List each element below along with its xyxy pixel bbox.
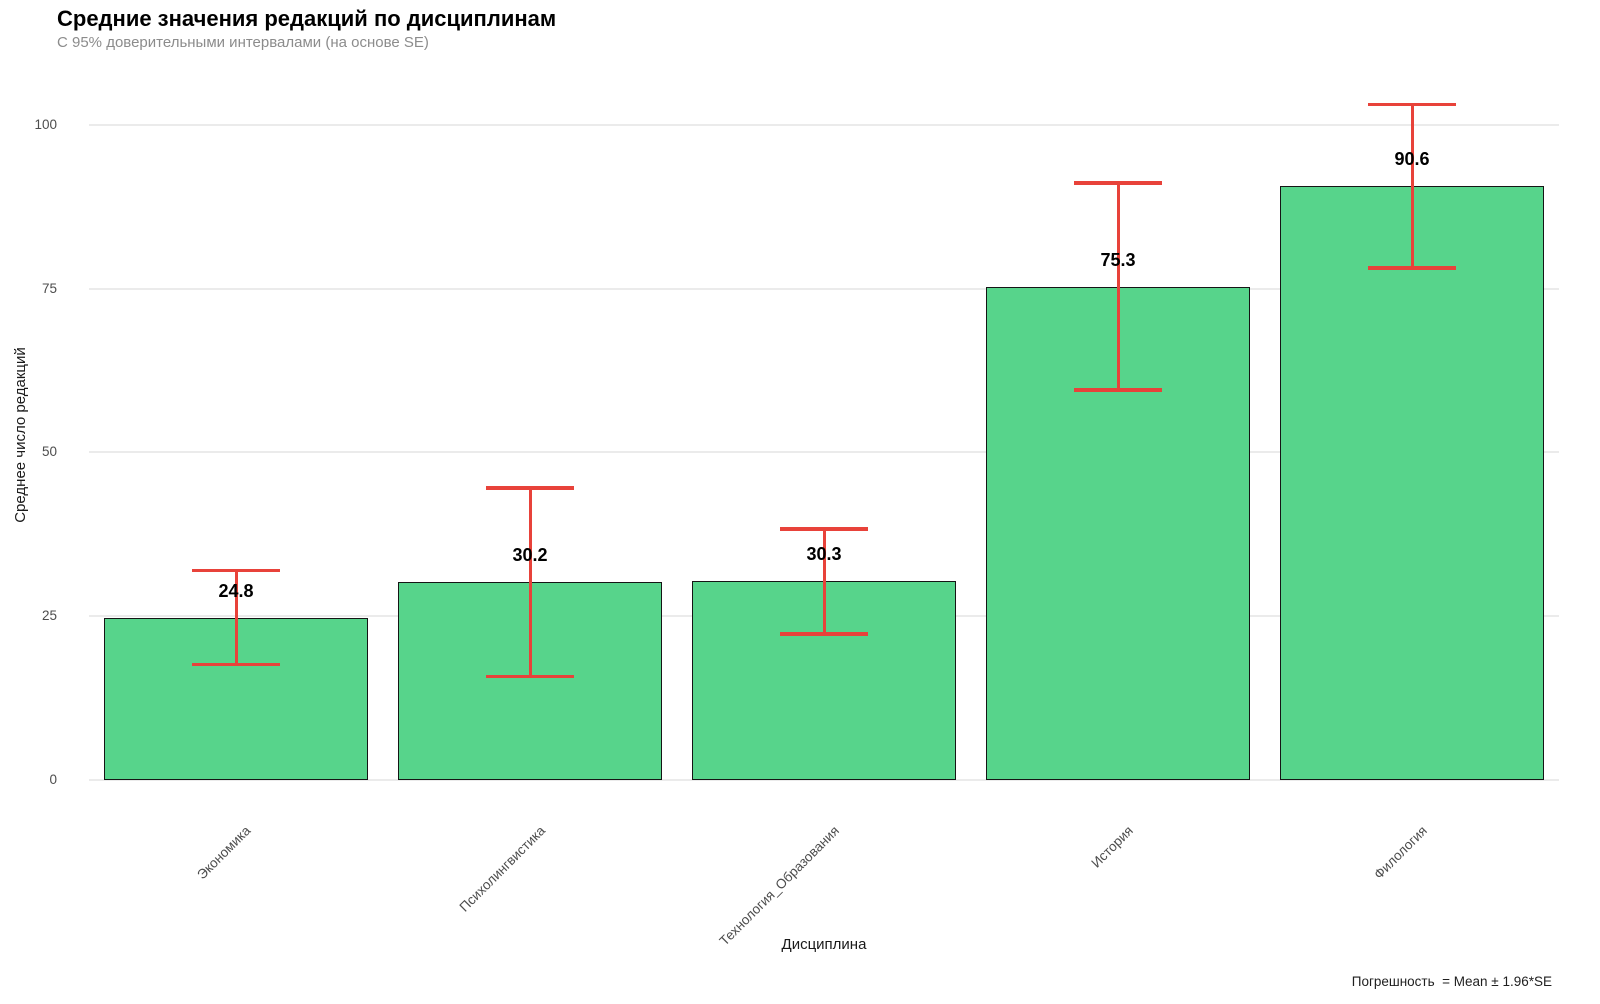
bar-value-label: 30.3 — [806, 544, 842, 565]
x-tick-label-text: Экономика — [194, 823, 254, 883]
y-axis-title: Среднее число редакций — [12, 347, 29, 523]
error-bar-cap-upper — [486, 486, 574, 490]
chart-title: Средние значения редакций по дисциплинам — [57, 6, 557, 31]
y-tick-label: 100 — [34, 116, 57, 132]
x-axis-title: Дисциплина — [781, 936, 867, 953]
plot-panel: 24.8 30.2 30.3 75.3 90.6 — [89, 90, 1559, 781]
error-bar-line — [822, 529, 826, 634]
y-tick-label: 75 — [41, 280, 57, 296]
error-bar-caption: Погрешность = Mean ± 1.96*SE — [1351, 974, 1552, 989]
error-bar-cap-lower — [192, 662, 280, 667]
x-tick-label-Психолингвистика: Психолингвистика — [297, 822, 548, 915]
y-axis-tick-labels: 0 25 50 75 100 — [0, 90, 57, 787]
error-bar-cap-upper — [1074, 181, 1162, 185]
x-tick-label-text: Технология_Образования — [716, 823, 842, 949]
error-bar-cap-upper — [192, 568, 280, 573]
bar-Филология — [1279, 186, 1545, 780]
x-tick-label-Филология: Филология — [1179, 822, 1430, 882]
x-tick-label-История: История — [885, 822, 1136, 871]
error-bar-line — [528, 487, 532, 677]
x-tick-label-Экономика: Экономика — [3, 822, 253, 882]
error-bar-line — [234, 570, 238, 665]
gridline-y-50 — [89, 451, 1559, 454]
error-bar-cap-lower — [1074, 388, 1162, 392]
gridline-y-75 — [89, 287, 1559, 290]
gridline-y-0 — [89, 779, 1559, 781]
gridline-y-100 — [89, 123, 1559, 126]
y-tick-label: 25 — [41, 608, 57, 624]
y-tick-label: 50 — [41, 444, 57, 460]
y-tick-label: 0 — [49, 772, 57, 787]
bar-value-label: 30.2 — [512, 545, 548, 566]
x-tick-label-text: Филология — [1370, 823, 1430, 882]
x-tick-label-text: История — [1087, 823, 1136, 871]
error-bar-cap-lower — [1368, 266, 1456, 270]
error-bar-cap-lower — [486, 674, 574, 679]
bar-value-label: 24.8 — [218, 580, 254, 601]
error-bar-cap-lower — [780, 632, 868, 636]
x-tick-label-Технология_Образования: Технология_Образования — [591, 822, 841, 948]
chart-subtitle: С 95% доверительными интервалами (на осн… — [57, 34, 429, 51]
error-bar-line — [1116, 183, 1120, 391]
error-bar-cap-upper — [1368, 102, 1456, 107]
error-bar-line — [1410, 104, 1414, 269]
bar-value-label: 90.6 — [1394, 149, 1430, 170]
x-tick-label-text: Психолингвистика — [456, 823, 548, 915]
error-bar-cap-upper — [780, 527, 868, 531]
bar-value-label: 75.3 — [1100, 249, 1136, 270]
x-axis-tick-labels: Экономика Психолингвистика Технология_Обра… — [89, 822, 1559, 948]
